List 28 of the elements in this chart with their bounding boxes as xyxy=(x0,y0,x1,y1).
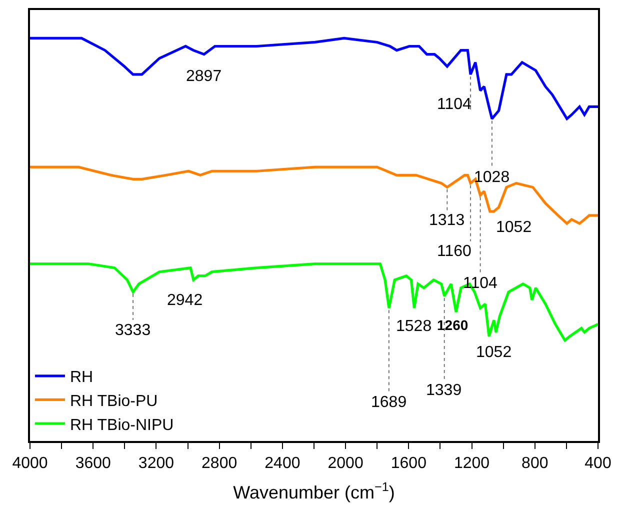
annotation: 1104 xyxy=(437,96,472,113)
annotation: 3333 xyxy=(115,322,151,339)
annotation: 1528 xyxy=(396,318,432,335)
annotation: 2897 xyxy=(186,68,222,85)
annotation: 1052 xyxy=(476,344,512,361)
annotation: 1689 xyxy=(371,394,407,411)
annotation: 1104 xyxy=(463,275,498,292)
x-tick-label: 400 xyxy=(584,454,612,472)
x-axis-title: Wavenumber (cm$^{−1}$) xyxy=(233,480,395,503)
annotation: 2942 xyxy=(167,292,203,309)
annotation: 1339 xyxy=(426,382,462,399)
legend-label: RH TBio-PU xyxy=(70,392,158,410)
legend-label: RH xyxy=(70,369,94,386)
x-tick-label: 2800 xyxy=(202,454,238,472)
annotation: 1028 xyxy=(474,169,510,186)
annotation: 1160 xyxy=(437,243,472,260)
x-tick-label: 800 xyxy=(522,454,548,472)
x-tick-label: 3200 xyxy=(138,454,174,472)
annotation: 1260 xyxy=(437,317,468,333)
legend-label: RH TBio-NIPU xyxy=(70,416,174,434)
x-tick-label: 3600 xyxy=(75,454,112,472)
x-tick-label: 4000 xyxy=(12,454,48,472)
x-tick-label: 1600 xyxy=(390,454,427,472)
x-tick-label: 1200 xyxy=(454,454,490,472)
x-tick-label: 2400 xyxy=(264,454,300,472)
annotation: 1052 xyxy=(496,219,532,236)
annotation: 1313 xyxy=(429,212,465,229)
x-tick-label: 2000 xyxy=(328,454,364,472)
